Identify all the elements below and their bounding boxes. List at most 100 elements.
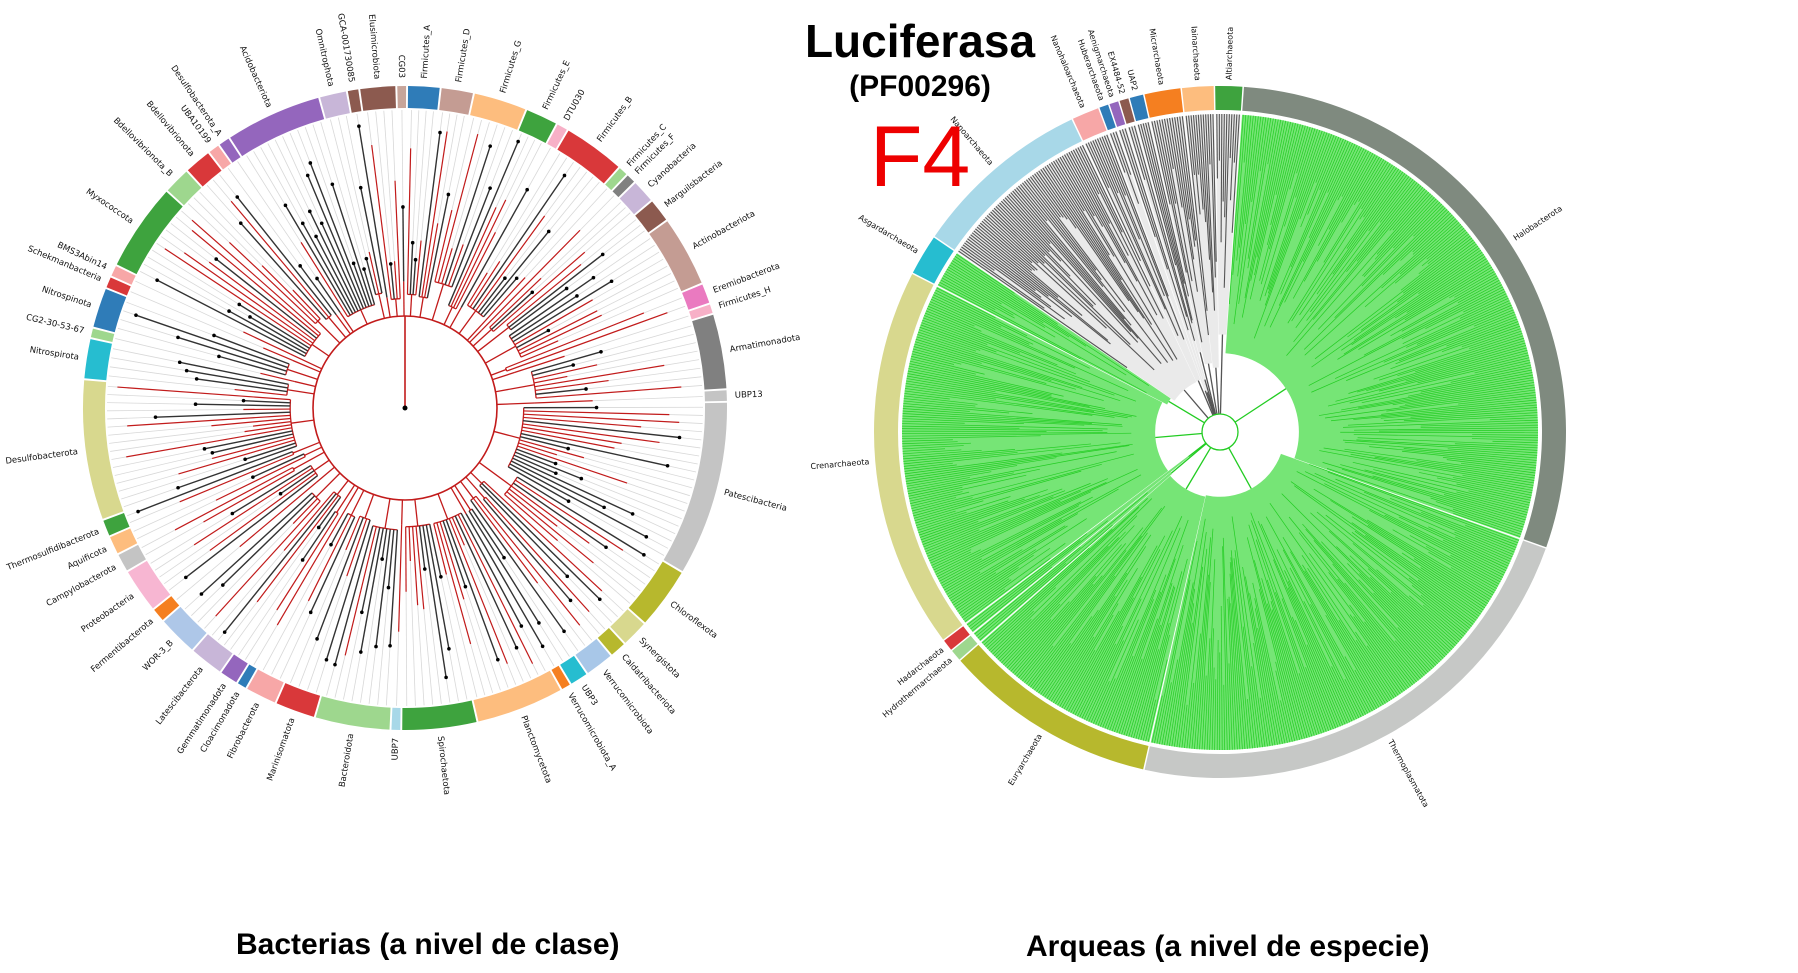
bacteria-leaf-node xyxy=(569,599,573,603)
bacteria-clade-stem xyxy=(312,344,329,356)
bacteria-clade-stem xyxy=(287,369,317,379)
bacteria-label-dtu030: DTU030 xyxy=(562,88,587,123)
bacteria-label-wor-3-b: WOR-3_B xyxy=(141,638,176,673)
archaea-clade-stem xyxy=(1186,447,1211,489)
bacteria-label-firmicutes-d: Firmicutes_D xyxy=(454,27,473,83)
bacteria-clade-stem xyxy=(396,299,397,316)
bacteria-leaf-node xyxy=(602,506,606,510)
bacteria-leaf-node xyxy=(136,510,140,514)
bacteria-leaf-node xyxy=(231,512,235,516)
archaea-clade-stem xyxy=(1235,389,1286,422)
bacteria-leaf-node xyxy=(562,629,566,633)
bacteria-clade-stem xyxy=(351,490,364,515)
bacteria-leaf-node xyxy=(211,451,215,455)
archaea-leaf-branch xyxy=(1221,114,1222,242)
bacteria-leaf-node xyxy=(221,583,225,587)
bacteria-label-armatimonadota: Armatimonadota xyxy=(729,333,801,355)
bacteria-leaf-branch xyxy=(216,457,305,501)
bacteria-leaf-branch xyxy=(212,434,293,453)
bacteria-leaf-node xyxy=(411,241,415,245)
bacteria-leaf-branch xyxy=(517,330,549,347)
bacteria-leaf-node xyxy=(541,644,545,648)
bacteria-label-planctomycetota: Planctomycetota xyxy=(518,714,553,784)
bacteria-leaf-branch xyxy=(522,430,615,448)
bacteria-leaf-branch xyxy=(293,499,317,524)
bacteria-leaf-node xyxy=(374,645,378,649)
bacteria-clade-stem xyxy=(420,297,423,317)
archaea-label-uap2: UAP2 xyxy=(1125,69,1139,92)
bacteria-leaf-node xyxy=(352,262,356,266)
bacteria-label-ubp13: UBP13 xyxy=(735,390,763,401)
bacteria-leaf-node xyxy=(447,647,451,651)
bacteria-leaf-node xyxy=(331,182,335,186)
bacteria-ring-firmicutes-b xyxy=(557,131,618,184)
bacteria-leaf-node xyxy=(554,462,558,466)
bacteria-leaf-node xyxy=(525,188,529,192)
bacteria-leaf-node xyxy=(631,512,635,516)
bacteria-leaf-branch xyxy=(157,280,305,356)
bacteria-clade-stem xyxy=(317,467,335,482)
archaea-label-iainarchaeota: Iainarchaeota xyxy=(1189,26,1202,81)
bacteria-clade-stem xyxy=(471,472,482,483)
bacteria-label-spirochaetota: Spirochaetota xyxy=(435,736,451,796)
bacteria-clade-stem xyxy=(293,442,320,453)
bacteria-leaf-node xyxy=(598,597,602,601)
bacteria-leaf-node xyxy=(359,186,363,190)
bacteria-leaf-node xyxy=(447,193,451,197)
bacteria-leaf-node xyxy=(237,303,241,307)
archaea-clade-stem xyxy=(1229,448,1252,489)
bacteria-clade-stem xyxy=(305,447,322,455)
bacteria-leaf-node xyxy=(243,458,247,462)
bacteria-label-eremiobacterota: Eremiobacterota xyxy=(712,261,782,295)
bacteria-leaf-branch xyxy=(138,452,292,512)
bacteria-clade-stem xyxy=(402,500,403,525)
bacteria-leaf-node xyxy=(423,567,427,571)
bacteria-label-firmicutes-a: Firmicutes_A xyxy=(420,24,433,78)
bacteria-leaf-node xyxy=(362,267,366,271)
bacteria-label-patescibacteria: Patescibacteria xyxy=(723,488,788,514)
bacteria-leaf-branch xyxy=(136,315,288,367)
bacteria-leaf-node xyxy=(464,585,468,589)
bacteria-leaf-branch xyxy=(240,482,317,546)
bacteria-leaf-node xyxy=(599,350,603,354)
bacteria-clade-stem xyxy=(365,494,374,518)
bacteria-leaf-branch xyxy=(535,381,608,391)
bacteria-leaf-branch xyxy=(493,252,584,331)
bacteria-ring-proteobacteria xyxy=(128,561,170,608)
bacteria-leaf-node xyxy=(610,279,614,283)
bacteria-leaf-node xyxy=(530,291,534,295)
bacteria-label-thermosulfidibacterota: Thermosulfidibacterota xyxy=(5,527,101,574)
bacteria-clade-stem xyxy=(444,307,452,325)
bacteria-leaf-node xyxy=(515,646,519,650)
bacteria-leaf-node xyxy=(194,402,198,406)
bacteria-clade-stem xyxy=(438,494,448,519)
bacteria-label-ubp7: UBP7 xyxy=(390,738,401,761)
bacteria-clade-stem xyxy=(432,284,443,320)
bacteria-leaf-node xyxy=(154,415,158,419)
bacteria-leaf-branch xyxy=(263,348,292,360)
bacteria-leaf-node xyxy=(200,592,204,596)
bacteria-leaf-branch xyxy=(466,514,543,647)
bacteria-leaf-branch xyxy=(534,401,593,403)
bacteria-clade-stem xyxy=(379,294,385,318)
bacteria-leaf-branch xyxy=(413,260,415,295)
bacteria-label-firmicutes-e: Firmicutes_E xyxy=(541,59,573,112)
bacteria-leaf-branch xyxy=(403,207,404,281)
bacteria-leaf-node xyxy=(642,553,646,557)
archaea-leaf-branch xyxy=(1217,114,1218,178)
bacteria-leaf-branch xyxy=(390,530,397,646)
bacteria-clade-stem xyxy=(415,499,418,526)
bacteria-leaf-node xyxy=(547,329,551,333)
bacteria-clade-stem xyxy=(485,346,515,363)
bacteria-leaf-branch xyxy=(216,501,321,616)
bacteria-ring-desulfobacterota xyxy=(83,380,123,519)
bacteria-ring-marinisomatota xyxy=(277,683,320,717)
bacteria-label-myxococcota: Myxococcota xyxy=(84,187,135,226)
figure-label: F4 xyxy=(800,108,1040,207)
bacteria-ring-chloroflexota xyxy=(629,562,682,623)
bacteria-leaf-node xyxy=(357,124,361,128)
bacteria-leaf-branch xyxy=(422,131,447,297)
bacteria-label-marinisomatota: Marinisomatota xyxy=(265,717,297,783)
